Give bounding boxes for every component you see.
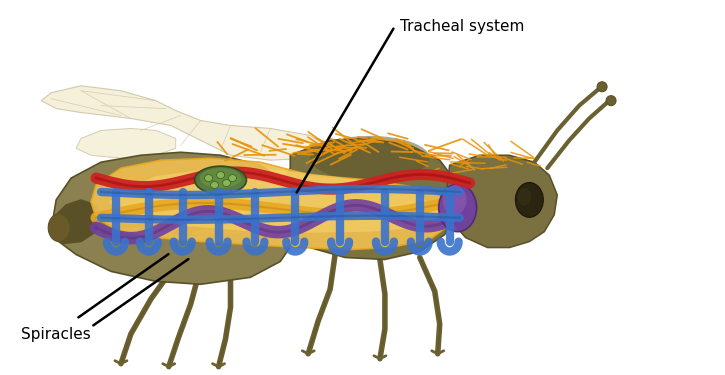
Ellipse shape [159, 214, 243, 229]
Ellipse shape [48, 214, 70, 242]
Polygon shape [91, 158, 450, 249]
Ellipse shape [223, 180, 231, 186]
Ellipse shape [310, 136, 430, 180]
Ellipse shape [217, 172, 225, 178]
Ellipse shape [194, 166, 246, 194]
Ellipse shape [102, 201, 180, 219]
Ellipse shape [210, 182, 218, 189]
Ellipse shape [171, 219, 260, 237]
Ellipse shape [443, 185, 467, 215]
Ellipse shape [192, 225, 269, 235]
Ellipse shape [597, 82, 607, 92]
Ellipse shape [139, 211, 232, 232]
Polygon shape [446, 155, 558, 248]
Ellipse shape [518, 188, 531, 206]
Text: Tracheal system: Tracheal system [400, 19, 524, 34]
Polygon shape [41, 86, 330, 160]
Polygon shape [109, 168, 439, 232]
Polygon shape [51, 152, 300, 284]
Ellipse shape [206, 228, 285, 243]
Ellipse shape [128, 207, 214, 224]
Ellipse shape [228, 175, 236, 181]
Ellipse shape [606, 96, 616, 106]
Ellipse shape [115, 207, 197, 229]
Ellipse shape [204, 175, 212, 181]
Polygon shape [51, 200, 101, 244]
Ellipse shape [439, 184, 476, 232]
Text: Spiracles: Spiracles [21, 327, 91, 342]
Polygon shape [278, 138, 455, 260]
Polygon shape [76, 129, 175, 158]
Ellipse shape [515, 183, 543, 217]
Ellipse shape [199, 168, 241, 188]
